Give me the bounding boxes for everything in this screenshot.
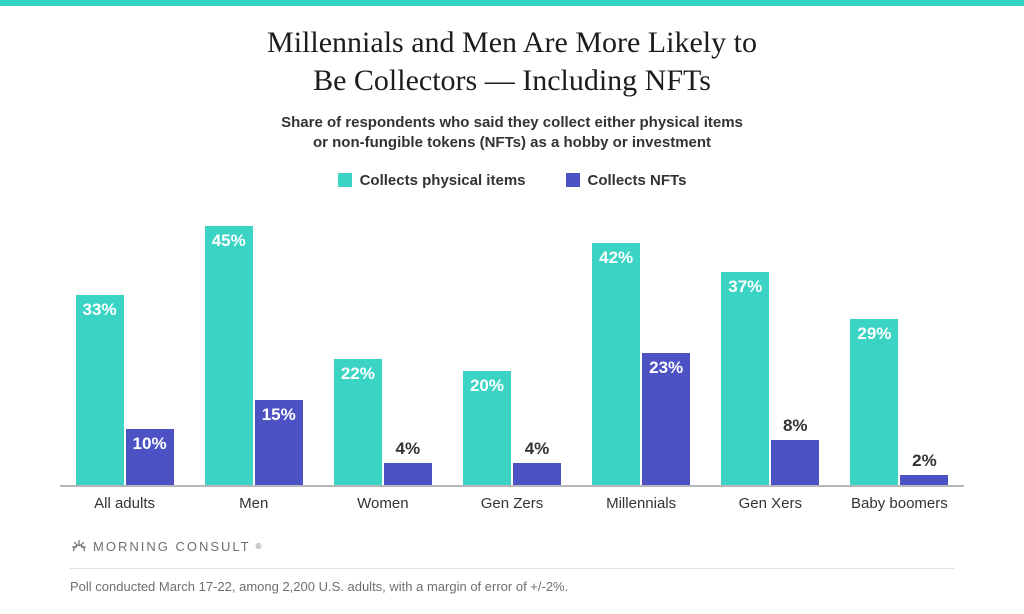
bar-groups: 33% 10% 45% 15% 22% 4% 20% 4% 42% 23% 37% 8% 29% 2% (60, 209, 964, 487)
bar-value-label: 2% (900, 451, 948, 471)
bar-wrap: 45% (205, 209, 253, 487)
bar-value-label: 23% (642, 358, 690, 378)
bar-group: 29% 2% (835, 209, 964, 487)
bar-value-label: 10% (126, 434, 174, 454)
x-axis-label: Men (189, 495, 318, 512)
bar (771, 440, 819, 486)
legend-item-physical: Collects physical items (338, 172, 526, 189)
bar-wrap: 42% (592, 209, 640, 487)
brand-row: MORNING CONSULT ® (40, 538, 984, 556)
bar-group: 33% 10% (60, 209, 189, 487)
bar-value-label: 20% (463, 376, 511, 396)
bar-group: 22% 4% (318, 209, 447, 487)
bar-wrap: 2% (900, 209, 948, 487)
brand-sun-icon (70, 538, 88, 556)
legend-label-nfts: Collects NFTs (588, 172, 687, 189)
bar-value-label: 42% (592, 248, 640, 268)
x-axis-label: Gen Zers (447, 495, 576, 512)
title-line-1: Millennials and Men Are More Likely to (267, 26, 757, 59)
title-line-2: Be Collectors — Including NFTs (313, 64, 711, 97)
bar (76, 295, 124, 486)
bar (384, 463, 432, 486)
footnote-text: Poll conducted March 17-22, among 2,200 … (70, 579, 954, 594)
bar-value-label: 4% (384, 439, 432, 459)
bar (513, 463, 561, 486)
legend-label-physical: Collects physical items (360, 172, 526, 189)
bar-wrap: 8% (771, 209, 819, 487)
bar-wrap: 10% (126, 209, 174, 487)
bar-wrap: 20% (463, 209, 511, 487)
bar (721, 272, 769, 486)
bar-value-label: 37% (721, 277, 769, 297)
legend-item-nfts: Collects NFTs (566, 172, 687, 189)
bar-wrap: 23% (642, 209, 690, 487)
bar-group: 45% 15% (189, 209, 318, 487)
chart-title: Millennials and Men Are More Likely to B… (40, 24, 984, 99)
bar-wrap: 33% (76, 209, 124, 487)
divider-line (70, 568, 954, 569)
bar-group: 42% 23% (577, 209, 706, 487)
bar-wrap: 15% (255, 209, 303, 487)
bar-wrap: 22% (334, 209, 382, 487)
bar-wrap: 29% (850, 209, 898, 487)
bar-wrap: 4% (384, 209, 432, 487)
bar-group: 20% 4% (447, 209, 576, 487)
subtitle-line-2: or non-fungible tokens (NFTs) as a hobby… (313, 134, 711, 151)
subtitle-line-1: Share of respondents who said they colle… (281, 114, 743, 131)
bar-wrap: 4% (513, 209, 561, 487)
x-axis-label: Gen Xers (706, 495, 835, 512)
bar-value-label: 15% (255, 405, 303, 425)
x-axis-line (60, 485, 964, 487)
x-axis-labels: All adultsMenWomenGen ZersMillennialsGen… (60, 495, 964, 512)
legend-swatch-physical (338, 173, 352, 187)
legend-swatch-nfts (566, 173, 580, 187)
chart-plot-area: 33% 10% 45% 15% 22% 4% 20% 4% 42% 23% 37% 8% 29% 2% (60, 209, 964, 487)
brand-tm: ® (256, 542, 262, 551)
x-axis-label: Millennials (577, 495, 706, 512)
x-axis-label: Women (318, 495, 447, 512)
bar-value-label: 22% (334, 364, 382, 384)
bar-value-label: 45% (205, 231, 253, 251)
x-axis-label: Baby boomers (835, 495, 964, 512)
bar-wrap: 37% (721, 209, 769, 487)
brand-text: MORNING CONSULT (93, 539, 251, 554)
bar-value-label: 8% (771, 416, 819, 436)
chart-container: Millennials and Men Are More Likely to B… (0, 6, 1024, 594)
bar (205, 226, 253, 487)
bar (592, 243, 640, 486)
legend: Collects physical items Collects NFTs (40, 172, 984, 189)
bar-value-label: 4% (513, 439, 561, 459)
bar-group: 37% 8% (706, 209, 835, 487)
bar-value-label: 29% (850, 324, 898, 344)
bar-value-label: 33% (76, 300, 124, 320)
chart-subtitle: Share of respondents who said they colle… (40, 113, 984, 154)
bar (850, 319, 898, 487)
x-axis-label: All adults (60, 495, 189, 512)
